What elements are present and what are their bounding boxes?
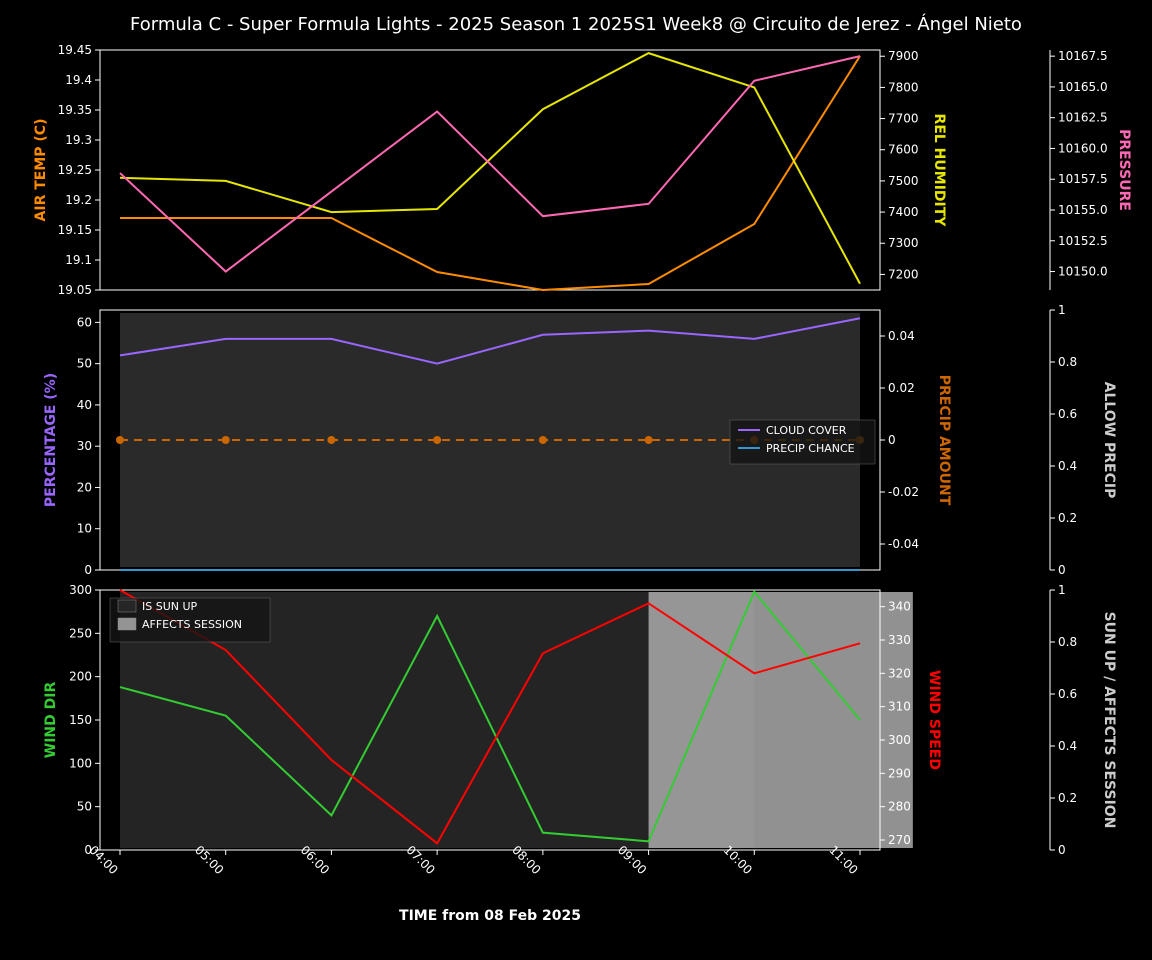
svg-text:60: 60	[77, 315, 92, 329]
svg-text:340: 340	[888, 600, 911, 614]
x-axis-label: TIME from 08 Feb 2025	[399, 908, 581, 924]
svg-text:AFFECTS SESSION: AFFECTS SESSION	[142, 618, 242, 631]
svg-text:330: 330	[888, 633, 911, 647]
svg-text:0.8: 0.8	[1058, 635, 1077, 649]
svg-text:7700: 7700	[888, 112, 919, 126]
svg-text:0.4: 0.4	[1058, 739, 1077, 753]
svg-text:19.35: 19.35	[58, 103, 92, 117]
svg-text:0: 0	[1058, 843, 1066, 857]
svg-text:250: 250	[69, 626, 92, 640]
svg-text:50: 50	[77, 800, 92, 814]
svg-text:100: 100	[69, 756, 92, 770]
svg-text:0.02: 0.02	[888, 381, 915, 395]
svg-text:300: 300	[69, 583, 92, 597]
svg-text:10165.0: 10165.0	[1058, 80, 1108, 94]
svg-text:290: 290	[888, 766, 911, 780]
svg-text:150: 150	[69, 713, 92, 727]
axis-label: REL HUMIDITY	[931, 114, 947, 228]
svg-text:-0.02: -0.02	[888, 485, 919, 499]
svg-text:10160.0: 10160.0	[1058, 141, 1108, 155]
svg-text:0.8: 0.8	[1058, 355, 1077, 369]
svg-text:7300: 7300	[888, 236, 919, 250]
svg-text:300: 300	[888, 733, 911, 747]
axis-label: ALLOW PRECIP	[1101, 382, 1117, 499]
svg-text:320: 320	[888, 666, 911, 680]
svg-text:10157.5: 10157.5	[1058, 172, 1108, 186]
axis-label: PERCENTAGE (%)	[43, 373, 59, 507]
svg-text:0.2: 0.2	[1058, 511, 1077, 525]
svg-text:200: 200	[69, 670, 92, 684]
svg-text:0.2: 0.2	[1058, 791, 1077, 805]
svg-text:10150.0: 10150.0	[1058, 265, 1108, 279]
svg-text:7800: 7800	[888, 80, 919, 94]
svg-text:0.4: 0.4	[1058, 459, 1077, 473]
svg-text:0: 0	[84, 563, 92, 577]
axis-label: PRESSURE	[1116, 129, 1132, 211]
svg-text:0.6: 0.6	[1058, 687, 1077, 701]
svg-text:19.15: 19.15	[58, 223, 92, 237]
axis-label: WIND DIR	[43, 682, 59, 759]
axis-label: AIR TEMP (C)	[33, 119, 49, 222]
svg-text:1: 1	[1058, 303, 1066, 317]
svg-text:CLOUD COVER: CLOUD COVER	[766, 424, 847, 437]
svg-text:PRECIP CHANCE: PRECIP CHANCE	[766, 442, 855, 455]
svg-text:10: 10	[77, 522, 92, 536]
svg-text:10167.5: 10167.5	[1058, 49, 1108, 63]
svg-text:-0.04: -0.04	[888, 537, 919, 551]
svg-text:19.4: 19.4	[65, 73, 92, 87]
svg-text:7500: 7500	[888, 174, 919, 188]
svg-text:19.45: 19.45	[58, 43, 92, 57]
svg-text:20: 20	[77, 480, 92, 494]
svg-text:10155.0: 10155.0	[1058, 203, 1108, 217]
svg-text:19.3: 19.3	[65, 133, 92, 147]
svg-text:19.25: 19.25	[58, 163, 92, 177]
svg-text:30: 30	[77, 439, 92, 453]
svg-text:40: 40	[77, 398, 92, 412]
weather-chart: Formula C - Super Formula Lights - 2025 …	[0, 0, 1152, 960]
svg-text:0: 0	[1058, 563, 1066, 577]
svg-text:IS SUN UP: IS SUN UP	[142, 600, 198, 613]
axis-label: WIND SPEED	[926, 670, 942, 770]
svg-text:280: 280	[888, 800, 911, 814]
svg-text:0.6: 0.6	[1058, 407, 1077, 421]
chart-title: Formula C - Super Formula Lights - 2025 …	[130, 13, 1022, 35]
svg-text:7600: 7600	[888, 143, 919, 157]
svg-text:270: 270	[888, 833, 911, 847]
svg-text:19.05: 19.05	[58, 283, 92, 297]
svg-text:310: 310	[888, 700, 911, 714]
svg-text:0.04: 0.04	[888, 329, 915, 343]
svg-text:19.1: 19.1	[65, 253, 92, 267]
svg-text:7400: 7400	[888, 205, 919, 219]
svg-text:7900: 7900	[888, 49, 919, 63]
svg-text:10152.5: 10152.5	[1058, 234, 1108, 248]
svg-text:19.2: 19.2	[65, 193, 92, 207]
svg-text:50: 50	[77, 357, 92, 371]
axis-label: SUN UP / AFFECTS SESSION	[1101, 612, 1117, 829]
svg-text:7200: 7200	[888, 267, 919, 281]
svg-text:0: 0	[888, 433, 896, 447]
axis-label: PRECIP AMOUNT	[936, 375, 952, 506]
svg-text:10162.5: 10162.5	[1058, 111, 1108, 125]
svg-text:1: 1	[1058, 583, 1066, 597]
